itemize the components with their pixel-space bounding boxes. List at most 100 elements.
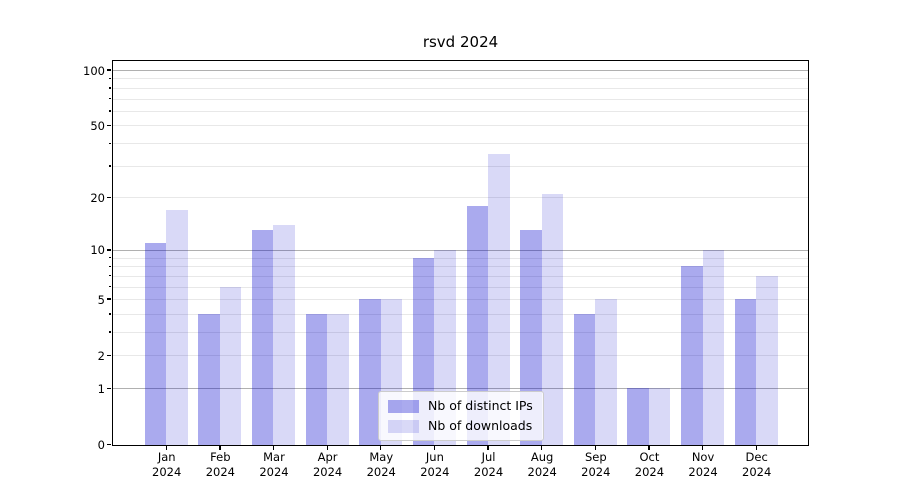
legend-label-downloads: Nb of downloads [428, 418, 533, 433]
bar-downloads-dec [756, 275, 778, 445]
gridline-minor-20 [112, 197, 808, 199]
x-label-apr: Apr 2024 [312, 450, 343, 479]
gridline-minor-80 [112, 87, 808, 89]
x-tick-oct [648, 446, 650, 450]
gridline-minor-30 [112, 165, 808, 167]
gridline-minor-7 [112, 275, 808, 277]
bar-downloads-mar [273, 224, 295, 445]
bar-distinct-ips-aug [520, 230, 542, 445]
y-tick-2 [107, 354, 111, 356]
y-label-50: 50 [90, 118, 105, 133]
chart-title: rsvd 2024 [422, 33, 499, 51]
legend-swatch-distinct-ips [388, 399, 419, 413]
x-label-may: May 2024 [366, 450, 396, 479]
bar-downloads-aug [541, 193, 564, 445]
y-tick-20 [107, 196, 111, 199]
y-label-1: 1 [97, 381, 105, 396]
bar-downloads-nov [702, 249, 725, 445]
gridline-minor-70 [112, 98, 808, 100]
x-label-jun: Jun 2024 [420, 450, 450, 479]
bar-distinct-ips-jul [466, 205, 489, 445]
y-minor-tick-4 [108, 313, 111, 315]
gridline-minor-6 [112, 286, 808, 288]
x-tick-may [380, 446, 382, 450]
y-label-5: 5 [97, 292, 105, 307]
x-label-sep: Sep 2024 [581, 450, 611, 479]
y-minor-tick-8 [108, 265, 111, 267]
gridline-major-100 [112, 70, 808, 72]
x-tick-sep [594, 446, 596, 450]
x-tick-apr [326, 446, 328, 450]
x-tick-mar [272, 446, 275, 450]
gridline-major-10 [112, 249, 808, 251]
y-minor-tick-7 [108, 275, 111, 277]
y-label-2: 2 [97, 348, 105, 363]
bar-distinct-ips-may [359, 299, 381, 445]
legend: Nb of distinct IPs Nb of downloads [378, 391, 544, 441]
y-tick-1 [107, 387, 111, 389]
gridline-minor-50 [112, 125, 808, 127]
y-tick-0 [107, 443, 111, 446]
gridline-major-1 [112, 388, 808, 390]
bar-downloads-oct [648, 388, 671, 445]
bar-downloads-sep [595, 299, 617, 445]
y-minor-tick-3 [108, 331, 111, 333]
bar-downloads-jan [166, 209, 188, 445]
y-minor-tick-30 [108, 165, 111, 167]
legend-label-distinct-ips: Nb of distinct IPs [428, 398, 533, 413]
x-tick-dec [755, 446, 757, 450]
y-tick-5 [107, 298, 111, 300]
bar-distinct-ips-mar [251, 230, 274, 445]
y-label-0: 0 [97, 438, 105, 452]
y-tick-100 [107, 69, 111, 71]
y-tick-10 [107, 249, 111, 251]
bar-downloads-jul [488, 153, 510, 445]
x-label-nov: Nov 2024 [688, 450, 718, 479]
bar-distinct-ips-nov [681, 266, 703, 445]
bar-distinct-ips-dec [734, 299, 757, 445]
y-minor-tick-80 [108, 87, 111, 89]
gridline-minor-5 [112, 299, 808, 301]
gridline-minor-40 [112, 143, 808, 145]
bar-downloads-feb [219, 286, 242, 445]
legend-swatch-downloads [388, 419, 419, 433]
plot-area [107, 59, 809, 450]
x-label-feb: Feb 2024 [205, 450, 235, 479]
x-label-oct: Oct 2024 [634, 450, 665, 479]
gridline-minor-3 [112, 332, 808, 334]
y-label-10: 10 [90, 243, 105, 258]
gridline-minor-9 [112, 257, 808, 259]
bar-distinct-ips-feb [198, 313, 220, 445]
x-label-mar: Mar 2024 [259, 450, 289, 479]
x-tick-jun [433, 446, 436, 450]
gridline-minor-60 [112, 110, 808, 112]
legend-row-distinct-ips: Nb of distinct IPs [388, 399, 533, 413]
x-tick-aug [541, 446, 543, 450]
x-tick-jan [165, 446, 167, 450]
gridline-minor-8 [112, 266, 808, 268]
x-label-jul: Jul 2024 [473, 450, 504, 479]
y-tick-50 [107, 124, 111, 127]
y-minor-tick-70 [108, 97, 111, 100]
y-minor-tick-9 [108, 257, 111, 259]
x-tick-jul [487, 446, 489, 450]
bar-distinct-ips-jan [144, 242, 167, 445]
y-minor-tick-40 [108, 142, 111, 144]
gridline-minor-2 [112, 355, 808, 357]
bar-distinct-ips-apr [305, 313, 328, 445]
x-label-aug: Aug 2024 [527, 450, 557, 479]
legend-row-downloads: Nb of downloads [388, 419, 533, 433]
gridline-minor-4 [112, 313, 808, 315]
bar-distinct-ips-oct [627, 388, 649, 445]
x-label-jan: Jan 2024 [152, 450, 182, 479]
y-minor-tick-90 [108, 77, 111, 80]
bar-downloads-apr [327, 313, 349, 445]
x-tick-nov [701, 446, 704, 450]
gridline-minor-90 [112, 78, 808, 80]
y-minor-tick-6 [108, 285, 111, 288]
x-label-dec: Dec 2024 [742, 450, 772, 479]
bar-distinct-ips-sep [573, 313, 596, 445]
x-tick-feb [219, 446, 221, 450]
y-minor-tick-60 [108, 110, 111, 112]
